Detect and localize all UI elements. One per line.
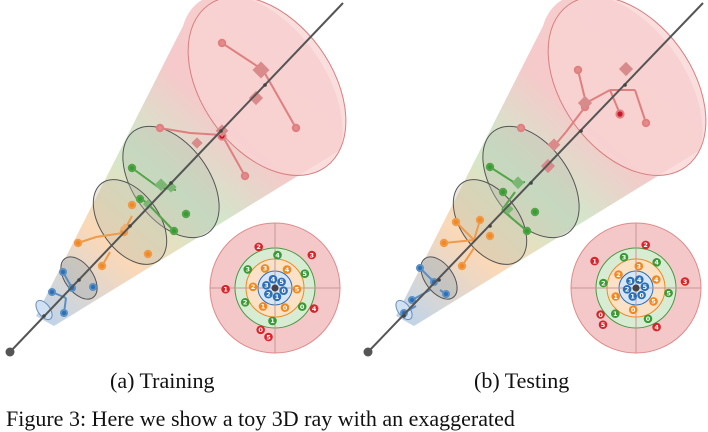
red-sample-label: 3: [310, 251, 315, 259]
orange-sample-label: 4: [654, 276, 659, 284]
blue-sample-label: 3: [628, 277, 633, 285]
orange-sample-label: 3: [263, 265, 268, 273]
red-sample-label: 3: [683, 278, 688, 286]
orange-sample-label: 2: [616, 271, 621, 279]
red-sample-label: 5: [601, 321, 606, 329]
orange-sample-label: 1: [613, 293, 618, 301]
figure-caption: Figure 3: Here we show a toy 3D ray with…: [6, 406, 515, 432]
blue-sample-label: 1: [275, 293, 280, 301]
blue-sample-label: 5: [279, 278, 284, 286]
ray-origin: [6, 348, 15, 357]
orange-sample-label: 5: [651, 298, 656, 306]
blue-sample-label: 4: [271, 276, 276, 284]
blue-sample-label: 3: [264, 282, 269, 290]
blue-sample-label: 5: [643, 283, 648, 291]
green-sample-label: 2: [243, 299, 248, 307]
green-sample-label: 2: [601, 279, 606, 287]
orange-sample-label: 3: [637, 263, 642, 271]
green-sample-label: 1: [270, 317, 275, 325]
blue-sample-label: 0: [639, 291, 644, 299]
green-sample-label: 4: [654, 259, 659, 267]
red-sample-label: 4: [654, 323, 659, 331]
orange-sample-label: 4: [285, 266, 290, 274]
red-sample-label: 1: [592, 257, 597, 265]
orange-sample-label: 2: [251, 283, 256, 291]
blue-sample-label: 2: [625, 286, 630, 294]
green-sample-label: 3: [246, 266, 251, 274]
red-sample-label: 2: [256, 243, 261, 251]
subfigure-a-caption: (a) Training: [110, 368, 215, 394]
red-sample-label: 2: [643, 241, 648, 249]
red-sample-label: 1: [223, 286, 228, 294]
ray-origin: [364, 348, 373, 357]
green-sample-label: 4: [275, 251, 280, 259]
red-sample-label: 0: [258, 326, 263, 334]
green-sample-label: 3: [622, 254, 627, 262]
center-dot: [272, 285, 279, 292]
orange-sample-label: 5: [295, 286, 300, 294]
blue-sample-label: 1: [630, 293, 635, 301]
red-sample-label: 0: [598, 311, 603, 319]
orange-sample-label: 0: [283, 304, 288, 312]
orange-sample-label: 0: [631, 306, 636, 314]
green-sample-label: 5: [666, 289, 671, 297]
subfigure-b-caption: (b) Testing: [474, 368, 569, 394]
red-sample-label: 5: [266, 333, 271, 341]
green-sample-label: 0: [300, 303, 305, 311]
blue-sample-label: 0: [281, 287, 286, 295]
red-sample-label: 4: [312, 305, 317, 313]
blue-sample-label: 2: [266, 290, 271, 298]
blue-sample-label: 4: [637, 276, 642, 284]
green-sample-label: 5: [303, 270, 308, 278]
green-sample-label: 1: [613, 310, 618, 318]
green-sample-label: 0: [646, 315, 651, 323]
orange-sample-label: 1: [261, 303, 266, 311]
